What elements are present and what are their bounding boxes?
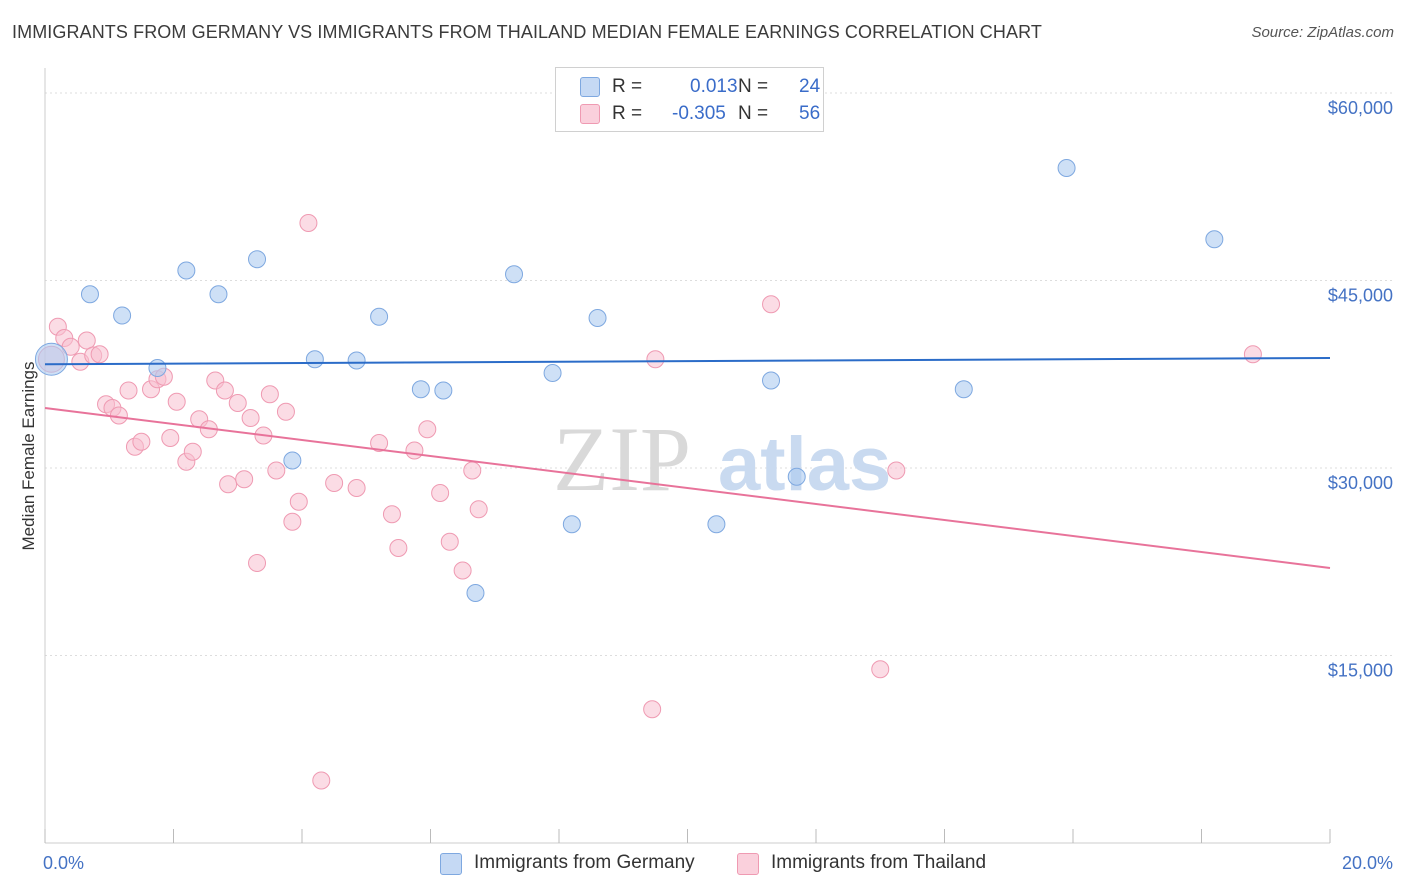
thailand-point	[132, 432, 151, 451]
germany-point	[248, 250, 267, 269]
thailand-point	[887, 461, 906, 480]
germany-point	[543, 364, 562, 382]
thailand-points	[37, 214, 1262, 790]
germany-point	[1057, 159, 1076, 177]
source-label: Source: ZipAtlas.com	[1251, 24, 1394, 41]
germany-point	[34, 342, 68, 376]
thailand-point	[643, 700, 662, 719]
germany-swatch	[580, 77, 600, 97]
axes	[44, 68, 1331, 844]
germany-point	[707, 515, 726, 534]
germany-point	[411, 380, 430, 399]
thailand-swatch	[580, 104, 600, 124]
thailand-point	[260, 385, 279, 404]
y-tick-labels: $15,000 $30,000 $45,000 $60,000	[1328, 98, 1393, 681]
y-tick-label: $45,000	[1328, 286, 1393, 306]
germany-point	[954, 380, 973, 399]
thailand-point	[267, 461, 286, 480]
y-axis-title: Median Female Earnings	[19, 362, 38, 551]
thailand-point	[646, 350, 665, 369]
germany-point	[588, 309, 607, 327]
germany-swatch	[440, 853, 462, 875]
legend-n-value: 56	[799, 103, 821, 124]
thailand-point	[347, 479, 366, 497]
germany-point	[80, 285, 99, 304]
germany-point	[305, 350, 324, 369]
thailand-point	[219, 475, 238, 494]
legend-r-value: -0.305	[672, 103, 726, 124]
watermark-zip: ZIP	[553, 408, 691, 510]
germany-point	[347, 351, 366, 370]
thailand-point	[382, 505, 401, 524]
germany-point	[370, 307, 389, 326]
thailand-point	[762, 295, 781, 314]
germany-point	[762, 371, 781, 390]
thailand-point	[235, 470, 254, 489]
thailand-point	[370, 434, 389, 452]
thailand-point	[453, 561, 472, 580]
x-tick-label: 20.0%	[1342, 853, 1393, 873]
germany-trend-line	[44, 357, 1331, 366]
germany-point	[148, 359, 167, 377]
germany-point	[283, 451, 302, 470]
legend-r-value: 0.013	[690, 76, 738, 97]
trend-lines	[44, 357, 1331, 569]
thailand-trend-line	[44, 407, 1331, 569]
germany-point	[209, 285, 228, 304]
legend-n-label: N =	[738, 76, 769, 97]
y-tick-label: $15,000	[1328, 661, 1393, 681]
gridlines	[45, 92, 1395, 656]
thailand-point	[241, 409, 260, 427]
legend-r-label: R =	[612, 76, 643, 97]
thailand-point	[463, 461, 482, 480]
chart-title: IMMIGRANTS FROM GERMANY VS IMMIGRANTS FR…	[12, 22, 1042, 42]
germany-point	[434, 381, 453, 400]
thailand-point	[389, 539, 408, 557]
thailand-point	[183, 442, 202, 461]
thailand-point	[119, 381, 138, 400]
thailand-point	[90, 345, 109, 364]
thailand-point	[167, 392, 186, 411]
thailand-point	[405, 441, 424, 460]
x-tick-labels: 0.0% 20.0%	[43, 853, 1393, 873]
germany-point	[1205, 230, 1224, 249]
thailand-point	[215, 381, 234, 400]
thailand-point	[283, 512, 302, 531]
thailand-point	[228, 394, 247, 412]
thailand-point	[248, 554, 267, 572]
germany-point	[177, 261, 196, 280]
thailand-point	[276, 402, 295, 421]
thailand-point	[312, 771, 331, 790]
germany-point	[466, 584, 485, 602]
thailand-point	[418, 420, 437, 439]
correlation-legend: R = 0.013 N = 24 R = -0.305 N = 56	[555, 67, 824, 132]
thailand-point	[299, 214, 318, 232]
thailand-swatch	[737, 853, 759, 875]
germany-point	[562, 515, 581, 534]
thailand-point	[871, 660, 890, 679]
y-tick-label: $60,000	[1328, 98, 1393, 118]
thailand-point	[77, 331, 96, 350]
legend-n-value: 24	[799, 76, 821, 97]
thailand-point	[440, 532, 459, 551]
thailand-point	[289, 492, 308, 511]
germany-point	[113, 306, 132, 325]
thailand-point	[431, 484, 450, 502]
thailand-point	[325, 474, 344, 492]
legend-label: Immigrants from Thailand	[771, 852, 987, 873]
thailand-point	[469, 500, 488, 519]
legend-n-label: N =	[738, 103, 769, 124]
legend-r-label: R =	[612, 103, 643, 124]
y-tick-label: $30,000	[1328, 473, 1393, 493]
thailand-point	[61, 337, 80, 356]
legend-label: Immigrants from Germany	[474, 852, 695, 873]
watermark-atlas: atlas	[718, 422, 891, 507]
germany-point	[787, 467, 806, 486]
thailand-point	[161, 429, 180, 447]
germany-point	[505, 265, 524, 284]
x-tick-label: 0.0%	[43, 853, 84, 873]
thailand-point	[1243, 345, 1262, 364]
